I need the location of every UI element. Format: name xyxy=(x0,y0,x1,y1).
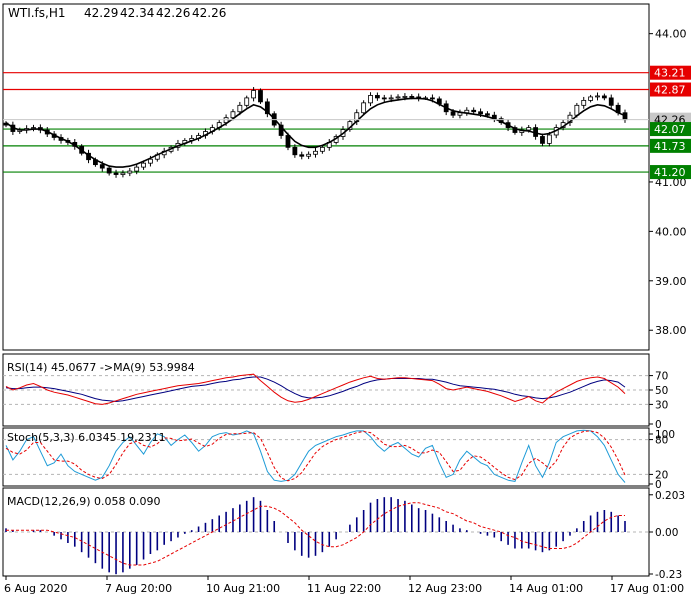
ohlc-low: 42.26 xyxy=(156,6,190,20)
time-tick-label: 11 Aug 22:00 xyxy=(307,582,381,595)
svg-text:43.21: 43.21 xyxy=(654,67,686,80)
price-tick-label: 39.00 xyxy=(655,275,687,288)
indicator-tick-label: 100 xyxy=(655,429,675,441)
candle xyxy=(588,94,594,103)
candle xyxy=(540,133,545,147)
macd-histogram xyxy=(3,497,649,575)
candle xyxy=(106,165,112,176)
symbol-label: WTI.fs,H1 xyxy=(8,6,66,20)
price-pane-frame xyxy=(2,3,650,351)
candle xyxy=(292,144,298,158)
svg-text:41.73: 41.73 xyxy=(654,140,686,153)
stoch-signal-line xyxy=(5,430,626,482)
time-tick-label: 10 Aug 21:00 xyxy=(206,582,280,595)
candle xyxy=(608,94,614,109)
candle xyxy=(251,87,257,102)
support-price-tag: 42.07 xyxy=(650,122,691,137)
candle xyxy=(113,169,119,178)
macd-axis: 0.203 0.00 -0.23 xyxy=(649,490,685,581)
candle xyxy=(361,100,367,116)
candle xyxy=(306,151,312,160)
price-axis: 44.00 41.00 40.00 39.00 38.00 xyxy=(649,28,687,337)
price-moving-average-line xyxy=(5,97,626,168)
ohlc-open: 42.29 xyxy=(84,6,118,20)
price-tick-label: 38.00 xyxy=(655,324,687,337)
time-axis: 6 Aug 2020 7 Aug 20:00 10 Aug 21:00 11 Aug … xyxy=(4,576,684,595)
candle xyxy=(134,163,140,175)
candle xyxy=(264,98,270,118)
support-price-tag: 41.20 xyxy=(650,165,691,180)
candle xyxy=(319,144,325,154)
stoch-label: Stoch(5,3,3) 6.0345 19.2311 xyxy=(7,431,166,444)
candle xyxy=(512,125,518,135)
candle xyxy=(581,96,587,109)
indicator-tick-label: 70 xyxy=(655,371,668,383)
ohlc-high: 42.34 xyxy=(120,6,154,20)
ohlc-close: 42.26 xyxy=(192,6,226,20)
candle xyxy=(601,93,607,101)
indicator-tick-label: 20 xyxy=(655,469,668,481)
macd-tick-label: -0.23 xyxy=(655,569,682,581)
price-tick-label: 40.00 xyxy=(655,225,687,238)
time-tick-label: 17 Aug 01:00 xyxy=(610,582,684,595)
resistance-price-tag: 42.87 xyxy=(650,82,691,97)
candle xyxy=(546,131,552,147)
rsi-axis: 70 50 30 0 xyxy=(649,371,668,431)
candle xyxy=(299,151,305,160)
price-tick-label: 44.00 xyxy=(655,28,687,41)
support-price-tag: 41.73 xyxy=(650,138,691,153)
rsi-pane[interactable]: RSI(14) 45.0677 ->MA(9) 53.9984 70 50 30 0 xyxy=(2,353,668,431)
macd-pane[interactable]: MACD(12,26,9) 0.058 0.090 0.203 0.00 -0.23 xyxy=(2,487,685,581)
candle xyxy=(278,121,284,139)
candle xyxy=(127,168,133,177)
candle xyxy=(258,88,263,104)
indicator-tick-label: 0 xyxy=(655,479,662,491)
macd-signal-line xyxy=(6,502,625,566)
time-tick-label: 14 Aug 01:00 xyxy=(509,582,583,595)
candle xyxy=(374,92,380,101)
resistance-price-tag: 43.21 xyxy=(650,65,691,80)
indicator-tick-label: 50 xyxy=(655,385,668,397)
svg-text:42.87: 42.87 xyxy=(654,84,686,97)
candle xyxy=(381,94,387,102)
svg-text:41.20: 41.20 xyxy=(654,166,686,179)
price-tick-label: 41.00 xyxy=(655,176,687,189)
rsi-line xyxy=(5,373,626,405)
macd-tick-label: 0.203 xyxy=(655,490,685,502)
indicator-tick-label: 30 xyxy=(655,399,668,411)
price-pane[interactable]: WTI.fs,H1 42.29 42.34 42.26 42.26 44.004… xyxy=(2,3,691,351)
stoch-pane-frame xyxy=(2,427,650,487)
candle xyxy=(120,170,126,178)
svg-text:42.07: 42.07 xyxy=(654,123,686,136)
rsi-ma-line xyxy=(5,376,626,403)
candle xyxy=(595,92,600,101)
macd-tick-label: 0.00 xyxy=(655,527,678,539)
indicator-tick-label: 0 xyxy=(655,419,662,431)
time-tick-label: 6 Aug 2020 xyxy=(4,582,67,595)
candle xyxy=(368,92,373,107)
indicator-tick-label: 80 xyxy=(655,435,668,447)
candle xyxy=(313,147,318,158)
time-tick-label: 7 Aug 20:00 xyxy=(105,582,172,595)
stoch-main-line xyxy=(5,429,626,483)
time-tick-label: 12 Aug 23:00 xyxy=(408,582,482,595)
rsi-label: RSI(14) 45.0677 ->MA(9) 53.9984 xyxy=(7,361,195,374)
macd-label: MACD(12,26,9) 0.058 0.090 xyxy=(7,495,161,508)
candle xyxy=(244,95,250,108)
